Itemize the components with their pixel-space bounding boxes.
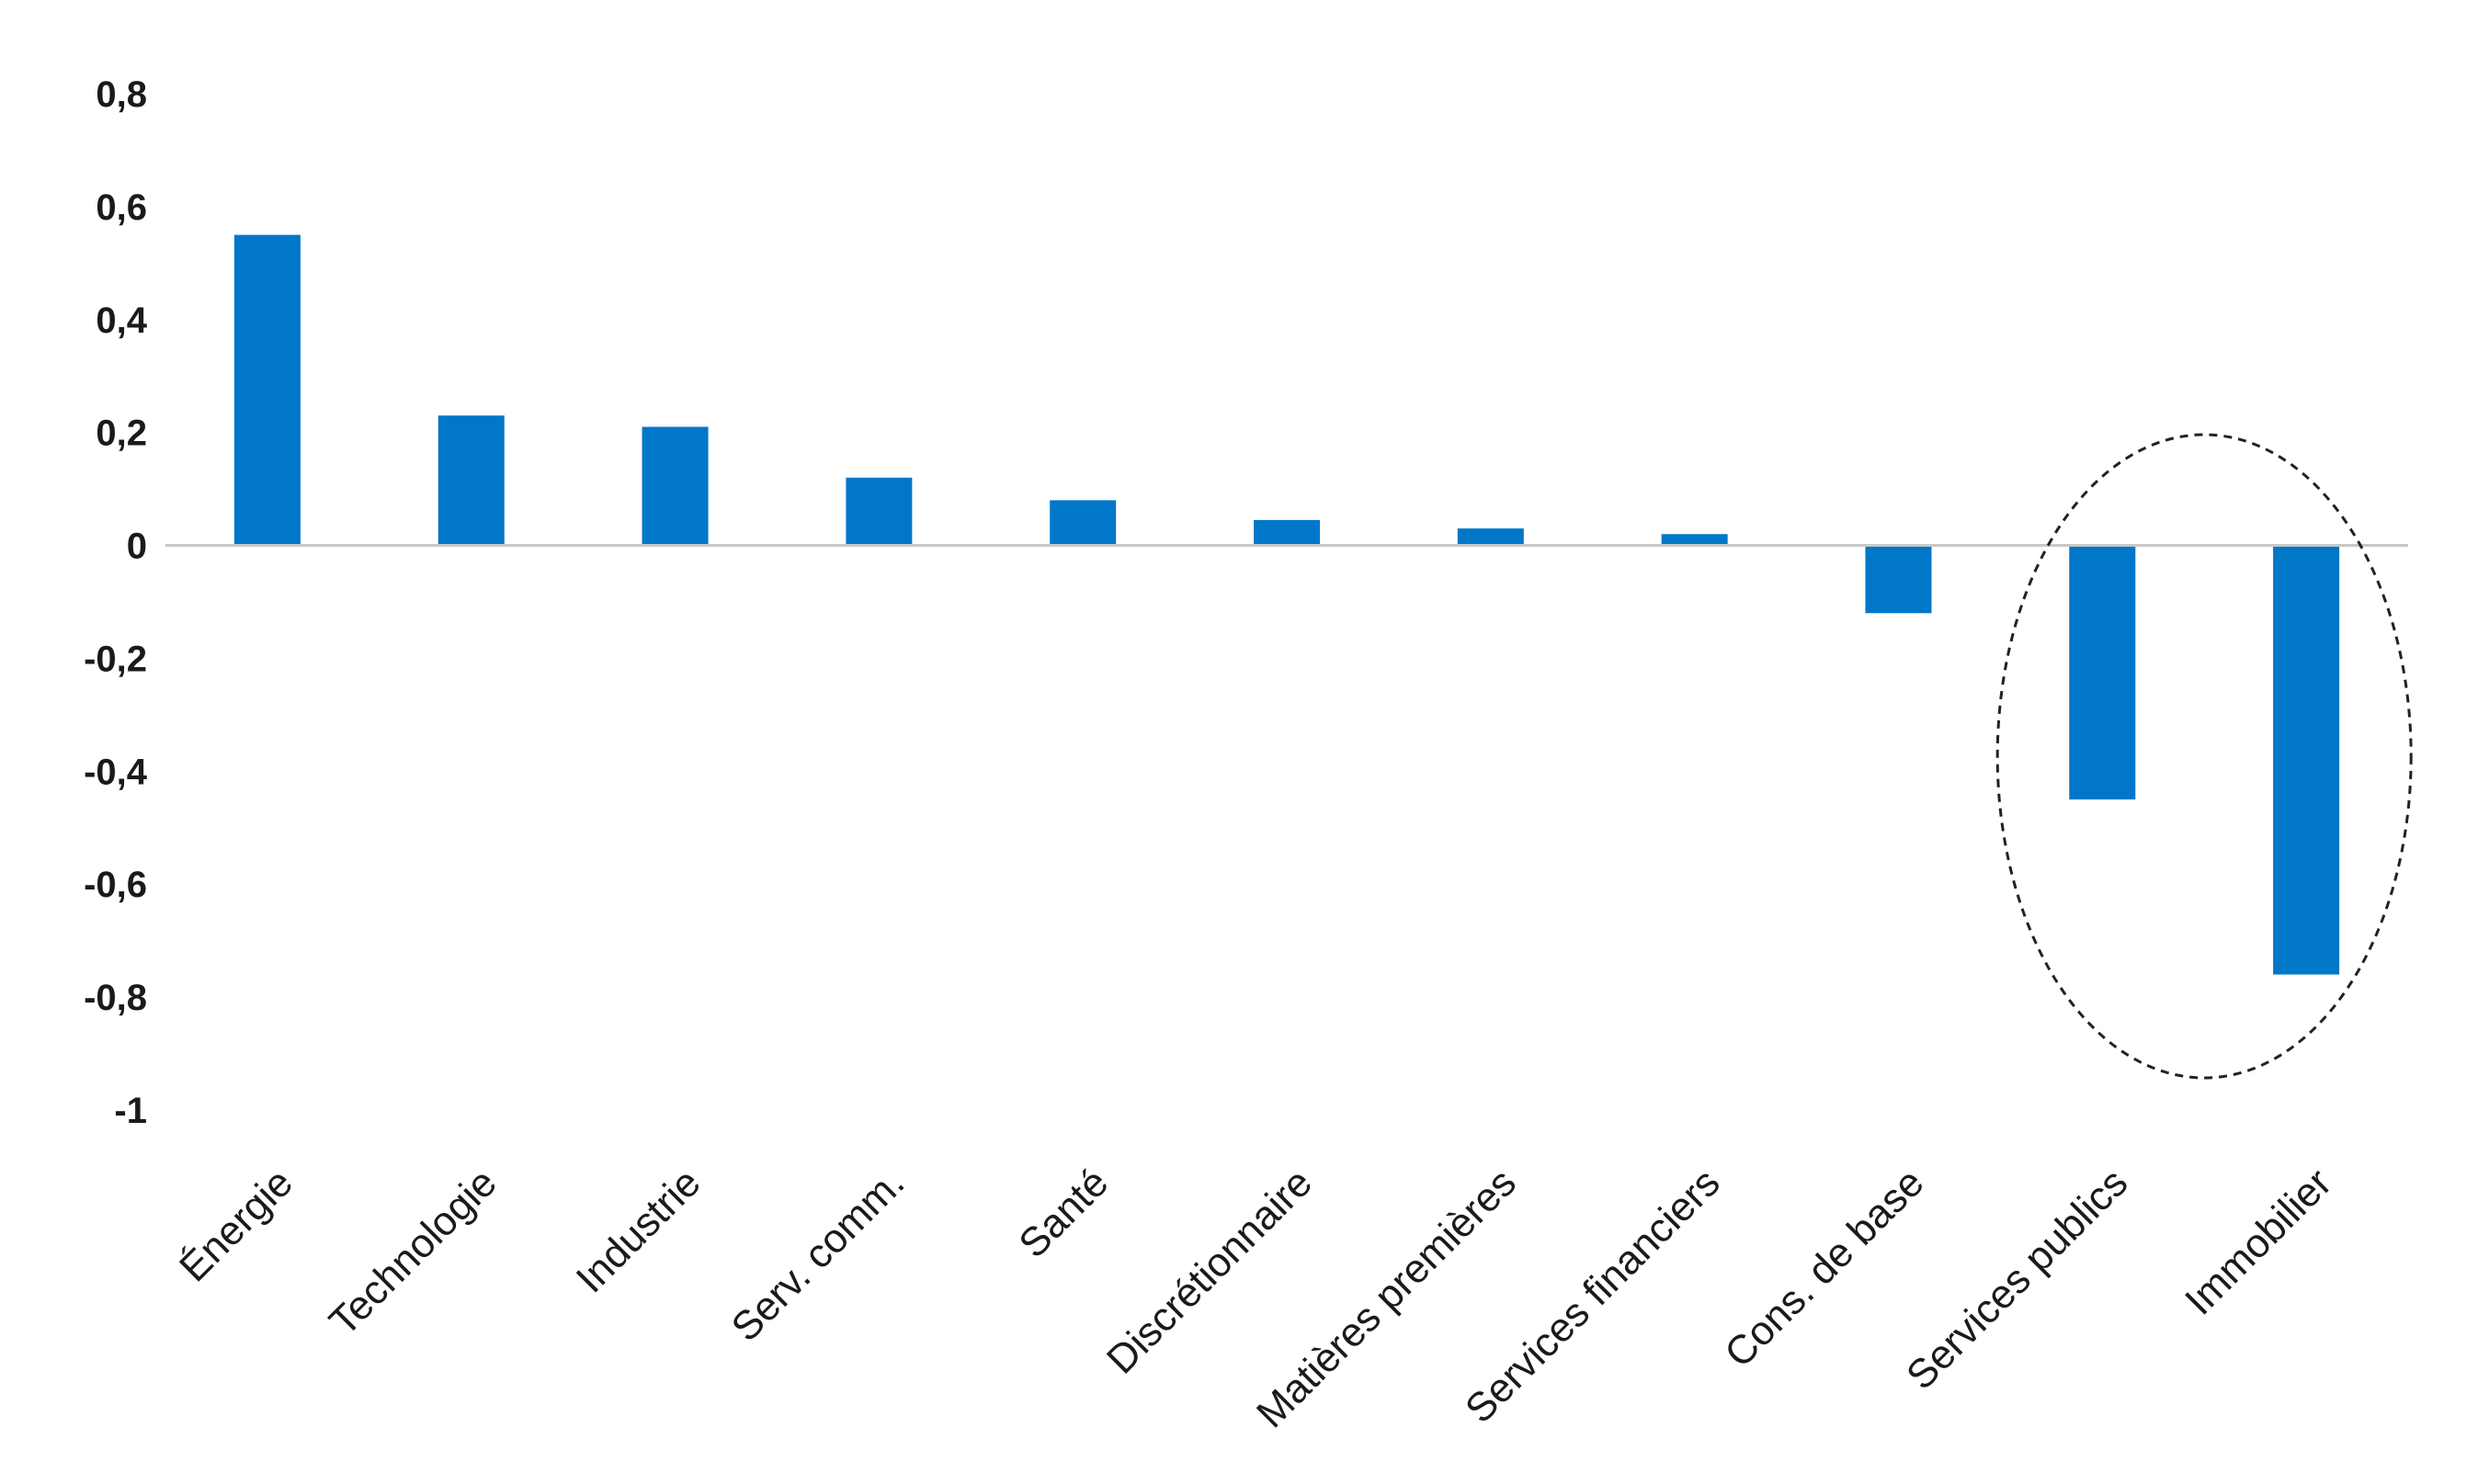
- bar: [2069, 545, 2136, 800]
- x-category-label: Énergie: [171, 1160, 301, 1290]
- x-category-label: Santé: [1010, 1160, 1117, 1266]
- bars: [233, 234, 2340, 975]
- y-tick-label: -0,4: [84, 752, 148, 792]
- y-tick-label: -0,2: [84, 639, 147, 679]
- y-tick-label: 0: [127, 527, 147, 567]
- bar: [846, 477, 913, 546]
- highlight-ellipse: [1995, 433, 2413, 1080]
- y-tick-label: -1: [114, 1091, 147, 1131]
- x-category-label: Serv. comm.: [722, 1160, 913, 1350]
- x-category-label: Immobilier: [2177, 1160, 2340, 1323]
- y-tick-label: -0,6: [84, 865, 147, 905]
- x-category-label: Discrétionnaire: [1098, 1160, 1321, 1382]
- y-axis-tick-labels: 0,8 0,6 0,4 0,2 0 -0,2 -0,4 -0,6 -0,8 -1: [84, 74, 148, 1131]
- bar: [1661, 534, 1728, 546]
- y-tick-label: 0,6: [96, 187, 147, 228]
- bar: [233, 234, 301, 546]
- bar: [1457, 528, 1524, 546]
- y-tick-label: 0,4: [96, 300, 147, 341]
- bar: [2273, 545, 2340, 975]
- y-tick-label: -0,8: [84, 978, 147, 1018]
- bar: [1254, 519, 1320, 546]
- bar: [1050, 500, 1117, 546]
- bar: [642, 426, 709, 546]
- y-tick-label: 0,2: [96, 413, 147, 454]
- y-tick-label: 0,8: [96, 74, 147, 115]
- x-category-label: Services publics: [1898, 1160, 2136, 1398]
- bar: [1865, 545, 1932, 614]
- x-category-label: Cons. de base: [1716, 1160, 1932, 1376]
- bar: [438, 415, 505, 546]
- x-axis-category-labels: Énergie Technologie Industrie Serv. comm. Sa…: [171, 1160, 2340, 1436]
- x-category-label: Industrie: [568, 1160, 710, 1301]
- x-category-label: Technologie: [321, 1160, 506, 1344]
